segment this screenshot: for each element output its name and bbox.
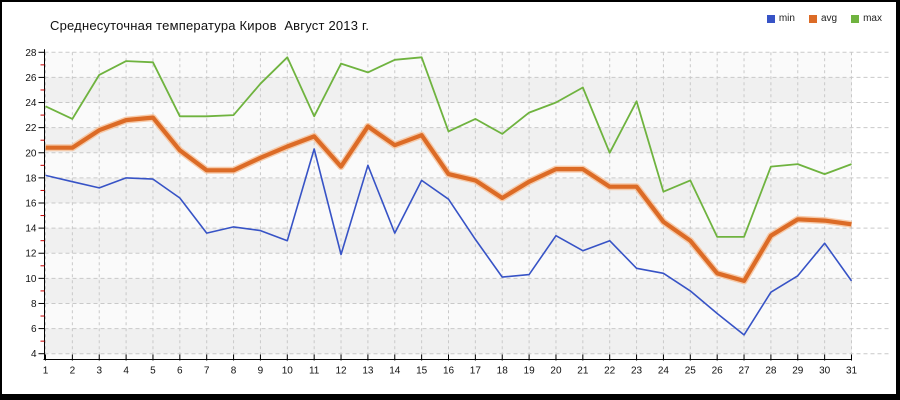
avg-series-line: [45, 115, 852, 283]
x-tick-label: 22: [604, 366, 616, 377]
legend-item-avg[interactable]: avg: [808, 13, 838, 24]
y-tick-label: 14: [25, 224, 37, 235]
y-tick-label: 16: [25, 199, 37, 210]
x-tick-label: 2: [70, 366, 76, 377]
legend-label-min: min: [778, 13, 795, 24]
x-tick-label: 6: [177, 366, 183, 377]
x-tick-label: 8: [231, 366, 237, 377]
x-tick-label: 15: [416, 366, 428, 377]
x-tick-label: 24: [658, 366, 670, 377]
chart-title: Среднесуточная температура Киров Август …: [50, 18, 370, 33]
y-tick-label: 10: [25, 274, 37, 285]
x-tick-label: 5: [150, 366, 156, 377]
x-tick-label: 29: [792, 366, 804, 377]
x-tick-label: 20: [550, 366, 562, 377]
frame-border-right: [896, 0, 900, 400]
y-tick-label: 22: [25, 123, 37, 134]
x-tick-label: 26: [712, 366, 724, 377]
avg-series-swatch-icon: [808, 14, 817, 23]
x-tick-label: 14: [389, 366, 401, 377]
plot-background-bands: [44, 52, 852, 360]
legend-label-avg: avg: [820, 13, 838, 24]
y-tick-label: 24: [25, 98, 37, 109]
x-tick-label: 12: [335, 366, 347, 377]
y-tick-label: 8: [31, 299, 37, 310]
legend-item-max[interactable]: max: [851, 13, 882, 24]
x-tick-label: 21: [577, 366, 589, 377]
x-tick-label: 25: [685, 366, 697, 377]
y-axis-ticks: 28 26 24 22 20 18 16 14 12 10 8 6 4: [25, 48, 45, 360]
x-tick-label: 1: [43, 366, 49, 377]
y-tick-label: 6: [31, 324, 37, 335]
frame-border-left: [0, 0, 2, 400]
frame-border-top: [0, 0, 900, 2]
y-tick-label: 26: [25, 73, 37, 84]
y-tick-label: 18: [25, 173, 37, 184]
x-tick-label: 3: [96, 366, 102, 377]
x-tick-label: 23: [631, 366, 643, 377]
y-tick-label: 4: [31, 349, 37, 360]
max-series-swatch-icon: [851, 14, 860, 23]
legend: min avg max: [766, 13, 882, 24]
y-tick-label: 28: [25, 48, 37, 59]
min-series-line: [45, 148, 853, 336]
max-series-line: [45, 56, 852, 238]
x-tick-label: 4: [123, 366, 129, 377]
x-tick-label: 30: [819, 366, 831, 377]
x-tick-label: 11: [309, 366, 320, 377]
x-tick-label: 31: [846, 366, 858, 377]
legend-item-min[interactable]: min: [766, 13, 795, 24]
x-tick-label: 9: [258, 366, 264, 377]
x-tick-label: 27: [738, 366, 750, 377]
x-tick-label: 16: [443, 366, 455, 377]
legend-label-max: max: [863, 13, 882, 24]
x-tick-label: 13: [362, 366, 374, 377]
min-series-swatch-icon: [766, 14, 775, 23]
x-tick-label: 28: [765, 366, 777, 377]
x-tick-label: 19: [524, 366, 536, 377]
x-tick-label: 10: [282, 366, 294, 377]
x-axis-ticks: 1 2 3 4 5 6 7 8 9 10 11 12 13 14 15 16 17 18 19 20 21 22 23 24 2…: [43, 354, 858, 377]
y-tick-label: 12: [25, 249, 37, 260]
frame-border-bottom: [0, 394, 900, 400]
x-tick-label: 7: [204, 366, 210, 377]
x-tick-label: 18: [497, 366, 509, 377]
x-tick-label: 17: [470, 366, 482, 377]
y-tick-label: 20: [25, 148, 37, 159]
